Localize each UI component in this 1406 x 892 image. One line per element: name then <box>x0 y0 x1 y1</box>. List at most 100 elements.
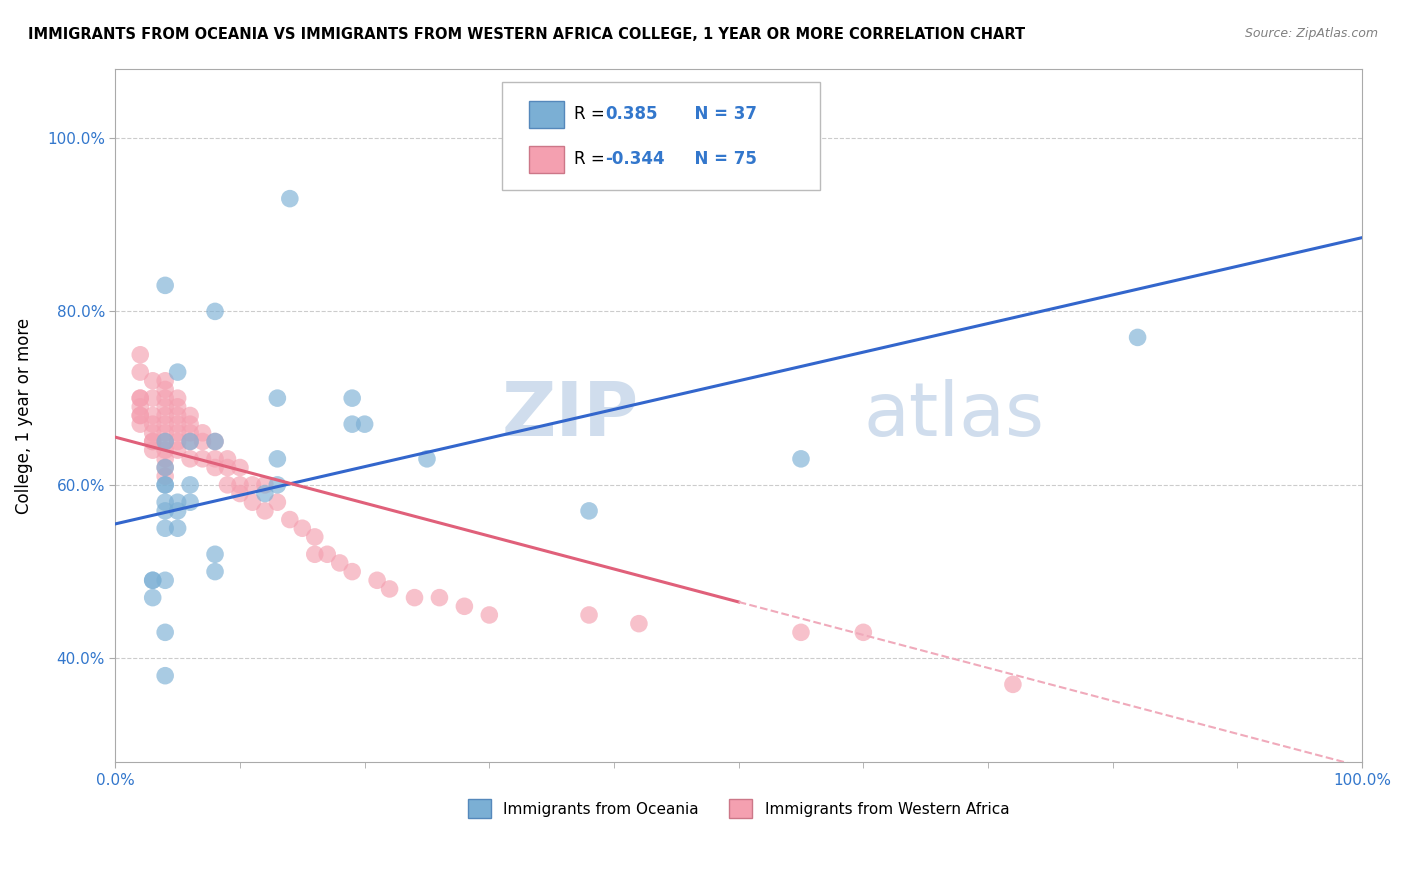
Point <box>153 409 176 423</box>
Point <box>166 409 188 423</box>
Text: Source: ZipAtlas.com: Source: ZipAtlas.com <box>1244 27 1378 40</box>
Point <box>266 391 288 405</box>
Point <box>153 574 176 588</box>
Point <box>153 400 176 414</box>
Point <box>204 565 226 579</box>
Text: -0.344: -0.344 <box>605 150 665 168</box>
Point <box>153 374 176 388</box>
Point <box>142 591 165 605</box>
Point <box>166 495 188 509</box>
Point <box>179 434 201 449</box>
Text: R =: R = <box>574 104 616 122</box>
FancyBboxPatch shape <box>529 101 564 128</box>
Point <box>142 434 165 449</box>
Point <box>153 478 176 492</box>
Point <box>229 478 252 492</box>
Point <box>790 451 813 466</box>
Point <box>204 434 226 449</box>
Point <box>404 591 426 605</box>
Point <box>278 512 301 526</box>
Point <box>1001 677 1024 691</box>
Point <box>217 460 239 475</box>
Point <box>790 625 813 640</box>
Point <box>153 625 176 640</box>
Point <box>153 278 176 293</box>
Point <box>153 460 176 475</box>
Point <box>166 391 188 405</box>
Point <box>316 547 339 561</box>
Point <box>217 451 239 466</box>
Point <box>378 582 401 596</box>
Point <box>179 417 201 432</box>
Point <box>153 391 176 405</box>
Point <box>191 451 214 466</box>
Point <box>291 521 314 535</box>
Point <box>340 565 363 579</box>
Point <box>166 443 188 458</box>
Point <box>153 383 176 397</box>
Point <box>304 530 326 544</box>
Text: 0.385: 0.385 <box>605 104 658 122</box>
Point <box>179 409 201 423</box>
Point <box>242 478 264 492</box>
Point <box>153 451 176 466</box>
FancyBboxPatch shape <box>529 146 564 173</box>
Point <box>153 521 176 535</box>
Point <box>129 365 152 379</box>
Point <box>129 409 152 423</box>
Point <box>229 460 252 475</box>
Point <box>153 425 176 440</box>
Point <box>266 478 288 492</box>
Point <box>142 409 165 423</box>
Point <box>142 574 165 588</box>
Point <box>478 607 501 622</box>
Point <box>129 391 152 405</box>
Point <box>416 451 439 466</box>
Point <box>578 504 600 518</box>
Point <box>129 348 152 362</box>
Y-axis label: College, 1 year or more: College, 1 year or more <box>15 318 32 514</box>
Point <box>204 547 226 561</box>
Point <box>340 391 363 405</box>
Point <box>266 451 288 466</box>
Point <box>304 547 326 561</box>
Point <box>429 591 451 605</box>
Point <box>142 443 165 458</box>
Point <box>129 391 152 405</box>
Point <box>852 625 875 640</box>
Point <box>179 425 201 440</box>
Point <box>166 400 188 414</box>
Point <box>179 451 201 466</box>
Point <box>329 556 352 570</box>
Point <box>253 504 276 518</box>
Point <box>153 417 176 432</box>
Point <box>340 417 363 432</box>
Point <box>153 478 176 492</box>
Point <box>153 460 176 475</box>
Point <box>153 434 176 449</box>
Point <box>204 304 226 318</box>
Point <box>627 616 650 631</box>
Text: IMMIGRANTS FROM OCEANIA VS IMMIGRANTS FROM WESTERN AFRICA COLLEGE, 1 YEAR OR MOR: IMMIGRANTS FROM OCEANIA VS IMMIGRANTS FR… <box>28 27 1025 42</box>
Point <box>266 495 288 509</box>
Point <box>179 434 201 449</box>
Point <box>366 574 388 588</box>
Point <box>278 192 301 206</box>
Point <box>142 391 165 405</box>
Point <box>353 417 375 432</box>
Point <box>166 365 188 379</box>
Point <box>179 478 201 492</box>
Point <box>204 451 226 466</box>
Point <box>253 486 276 500</box>
Text: R =: R = <box>574 150 610 168</box>
Point <box>253 478 276 492</box>
Point <box>204 434 226 449</box>
Text: N = 75: N = 75 <box>682 150 756 168</box>
Point <box>229 486 252 500</box>
Point <box>179 495 201 509</box>
Point <box>166 521 188 535</box>
Text: N = 37: N = 37 <box>682 104 756 122</box>
Text: ZIP: ZIP <box>502 379 638 452</box>
Point <box>166 434 188 449</box>
Legend: Immigrants from Oceania, Immigrants from Western Africa: Immigrants from Oceania, Immigrants from… <box>463 793 1015 824</box>
